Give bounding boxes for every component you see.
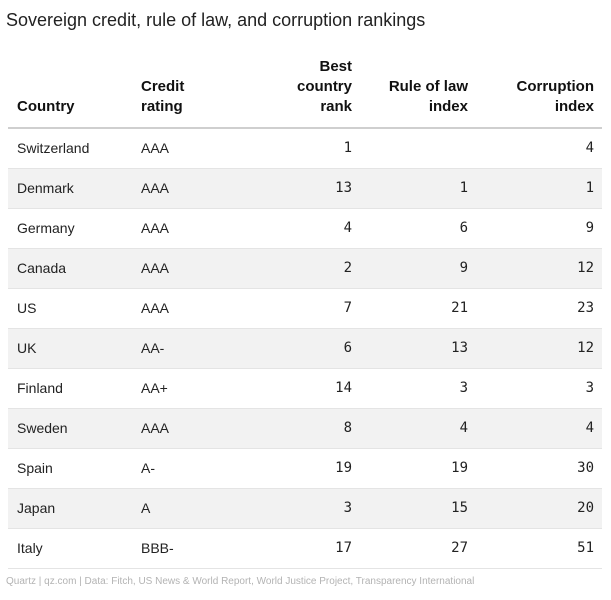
cell-best-country-rank: 3 bbox=[262, 488, 360, 529]
cell-rule-of-law-index: 6 bbox=[360, 208, 476, 249]
header-country: Country bbox=[8, 52, 132, 129]
cell-country: Finland bbox=[8, 368, 132, 409]
source-footer: Quartz | qz.com | Data: Fitch, US News &… bbox=[6, 576, 475, 587]
rankings-table: Country Credit rating Best country rank … bbox=[8, 52, 602, 569]
cell-corruption-index: 12 bbox=[476, 328, 602, 369]
header-best-country-rank: Best country rank bbox=[262, 52, 360, 129]
cell-credit-rating: AAA bbox=[132, 408, 262, 449]
cell-corruption-index: 1 bbox=[476, 168, 602, 209]
table-row: Italy BBB- 17 27 51 bbox=[8, 528, 602, 569]
cell-country: Spain bbox=[8, 448, 132, 489]
cell-corruption-index: 9 bbox=[476, 208, 602, 249]
cell-credit-rating: A bbox=[132, 488, 262, 529]
cell-best-country-rank: 8 bbox=[262, 408, 360, 449]
cell-credit-rating: A- bbox=[132, 448, 262, 489]
cell-country: Germany bbox=[8, 208, 132, 249]
cell-rule-of-law-index: 21 bbox=[360, 288, 476, 329]
cell-best-country-rank: 4 bbox=[262, 208, 360, 249]
header-credit-rating: Credit rating bbox=[132, 52, 262, 129]
cell-rule-of-law-index: 15 bbox=[360, 488, 476, 529]
table-row: Finland AA+ 14 3 3 bbox=[8, 368, 602, 409]
table-row: Japan A 3 15 20 bbox=[8, 488, 602, 529]
cell-best-country-rank: 14 bbox=[262, 368, 360, 409]
header-credit-rating-label: Credit rating bbox=[141, 78, 185, 115]
cell-corruption-index: 20 bbox=[476, 488, 602, 529]
cell-corruption-index: 23 bbox=[476, 288, 602, 329]
cell-credit-rating: AAA bbox=[132, 208, 262, 249]
cell-corruption-index: 3 bbox=[476, 368, 602, 409]
header-row: Country Credit rating Best country rank … bbox=[8, 52, 602, 129]
cell-credit-rating: AA+ bbox=[132, 368, 262, 409]
cell-credit-rating: AAA bbox=[132, 128, 262, 169]
header-corruption-index: Corruption index bbox=[476, 52, 602, 129]
cell-rule-of-law-index bbox=[360, 128, 476, 169]
header-corruption-index-label: Corruption index bbox=[516, 78, 594, 115]
cell-rule-of-law-index: 9 bbox=[360, 248, 476, 289]
header-best-country-rank-label: Best country rank bbox=[296, 58, 352, 115]
cell-corruption-index: 4 bbox=[476, 128, 602, 169]
cell-best-country-rank: 7 bbox=[262, 288, 360, 329]
table-row: Denmark AAA 13 1 1 bbox=[8, 168, 602, 209]
cell-country: Switzerland bbox=[8, 128, 132, 169]
cell-country: Italy bbox=[8, 528, 132, 569]
cell-country: Japan bbox=[8, 488, 132, 529]
cell-rule-of-law-index: 4 bbox=[360, 408, 476, 449]
cell-credit-rating: AAA bbox=[132, 288, 262, 329]
cell-credit-rating: AAA bbox=[132, 248, 262, 289]
table-body: Switzerland AAA 1 4 Denmark AAA 13 1 1 Germany AAA… bbox=[8, 128, 602, 569]
table-row: Switzerland AAA 1 4 bbox=[8, 128, 602, 169]
cell-rule-of-law-index: 13 bbox=[360, 328, 476, 369]
table-header: Country Credit rating Best country rank … bbox=[8, 52, 602, 129]
cell-country: Denmark bbox=[8, 168, 132, 209]
table-title: Sovereign credit, rule of law, and corru… bbox=[6, 10, 426, 30]
cell-country: Canada bbox=[8, 248, 132, 289]
cell-credit-rating: BBB- bbox=[132, 528, 262, 569]
cell-corruption-index: 51 bbox=[476, 528, 602, 569]
cell-rule-of-law-index: 27 bbox=[360, 528, 476, 569]
cell-best-country-rank: 13 bbox=[262, 168, 360, 209]
table-row: Spain A- 19 19 30 bbox=[8, 448, 602, 489]
cell-corruption-index: 12 bbox=[476, 248, 602, 289]
cell-best-country-rank: 2 bbox=[262, 248, 360, 289]
table-row: US AAA 7 21 23 bbox=[8, 288, 602, 329]
cell-rule-of-law-index: 19 bbox=[360, 448, 476, 489]
cell-rule-of-law-index: 3 bbox=[360, 368, 476, 409]
cell-credit-rating: AA- bbox=[132, 328, 262, 369]
header-rule-of-law-index-label: Rule of law index bbox=[388, 78, 468, 115]
table-row: Germany AAA 4 6 9 bbox=[8, 208, 602, 249]
cell-corruption-index: 30 bbox=[476, 448, 602, 489]
cell-country: Sweden bbox=[8, 408, 132, 449]
table-row: UK AA- 6 13 12 bbox=[8, 328, 602, 369]
cell-corruption-index: 4 bbox=[476, 408, 602, 449]
cell-country: UK bbox=[8, 328, 132, 369]
cell-best-country-rank: 1 bbox=[262, 128, 360, 169]
table-row: Canada AAA 2 9 12 bbox=[8, 248, 602, 289]
cell-country: US bbox=[8, 288, 132, 329]
table-row: Sweden AAA 8 4 4 bbox=[8, 408, 602, 449]
cell-credit-rating: AAA bbox=[132, 168, 262, 209]
cell-best-country-rank: 6 bbox=[262, 328, 360, 369]
cell-best-country-rank: 19 bbox=[262, 448, 360, 489]
cell-best-country-rank: 17 bbox=[262, 528, 360, 569]
header-rule-of-law-index: Rule of law index bbox=[360, 52, 476, 129]
cell-rule-of-law-index: 1 bbox=[360, 168, 476, 209]
